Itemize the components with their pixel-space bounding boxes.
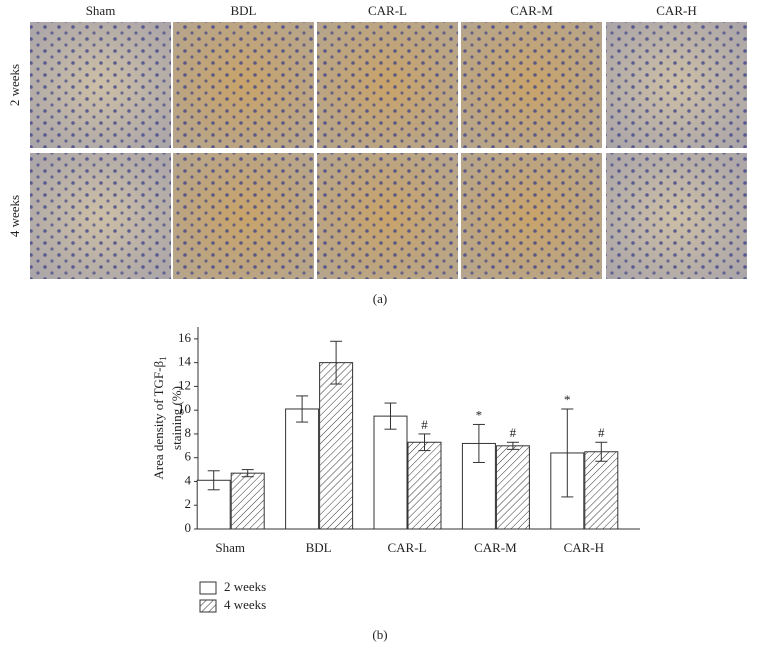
y-tick-label: 14 bbox=[178, 354, 192, 369]
y-axis-label-part: 1 bbox=[158, 356, 168, 361]
legend-swatch bbox=[199, 599, 217, 613]
y-tick-label: 16 bbox=[178, 330, 192, 345]
y-axis-label-part: Area density of TGF-β bbox=[151, 361, 166, 480]
y-axis-label: Area density of TGF-β1 staining (%) bbox=[151, 356, 184, 479]
bar bbox=[319, 362, 354, 530]
y-tick-label: 4 bbox=[185, 472, 192, 487]
bar bbox=[230, 472, 265, 530]
y-tick-label: 12 bbox=[178, 377, 191, 392]
caption-a: (a) bbox=[373, 291, 387, 306]
significance-marker: # bbox=[421, 417, 428, 432]
micrograph-nuclei bbox=[173, 153, 314, 279]
bar bbox=[373, 415, 408, 530]
x-tick-label: BDL bbox=[306, 540, 332, 555]
y-tick-label: 2 bbox=[185, 496, 192, 511]
micrograph-nuclei bbox=[30, 22, 171, 148]
micrograph-nuclei bbox=[461, 22, 602, 148]
column-label: CAR-M bbox=[510, 3, 553, 18]
x-tick-label: Sham bbox=[215, 540, 245, 555]
y-tick-label: 0 bbox=[185, 520, 192, 535]
micrograph-nuclei bbox=[317, 22, 458, 148]
micrograph-nuclei bbox=[317, 153, 458, 279]
bar bbox=[407, 441, 442, 530]
bar bbox=[495, 445, 530, 530]
column-label: CAR-H bbox=[656, 3, 696, 18]
y-tick-label: 10 bbox=[178, 401, 191, 416]
micrograph-nuclei bbox=[606, 22, 747, 148]
micrograph-nuclei bbox=[606, 153, 747, 279]
significance-marker: * bbox=[476, 407, 483, 422]
bar-chart: 0 2 4 6 8 10 12 14 16 Area density of TGF-β1 stain… bbox=[151, 327, 640, 613]
micrograph-grid: Sham BDL CAR-L CAR-M CAR-H 2 weeks 4 weeks bbox=[7, 3, 747, 279]
row-label: 2 weeks bbox=[7, 64, 22, 106]
significance-marker: * bbox=[564, 392, 571, 407]
micrograph-nuclei bbox=[461, 153, 602, 279]
legend-swatch bbox=[199, 581, 217, 595]
micrograph-nuclei bbox=[173, 22, 314, 148]
column-label: CAR-L bbox=[368, 3, 407, 18]
y-tick-label: 8 bbox=[185, 425, 192, 440]
bar bbox=[285, 408, 320, 530]
legend-label: 2 weeks bbox=[224, 579, 266, 594]
x-tick-label: CAR-H bbox=[564, 540, 604, 555]
column-label: BDL bbox=[231, 3, 257, 18]
y-tick-label: 6 bbox=[185, 449, 192, 464]
x-tick-label: CAR-M bbox=[474, 540, 517, 555]
column-label: Sham bbox=[86, 3, 116, 18]
legend-label: 4 weeks bbox=[224, 597, 266, 612]
y-axis-label-part: staining (%) bbox=[169, 386, 184, 450]
significance-marker: # bbox=[510, 425, 517, 440]
x-tick-label: CAR-L bbox=[388, 540, 427, 555]
bar bbox=[584, 451, 619, 530]
caption-b: (b) bbox=[372, 627, 387, 642]
micrograph-nuclei bbox=[30, 153, 171, 279]
significance-marker: # bbox=[598, 425, 605, 440]
row-label: 4 weeks bbox=[7, 195, 22, 237]
